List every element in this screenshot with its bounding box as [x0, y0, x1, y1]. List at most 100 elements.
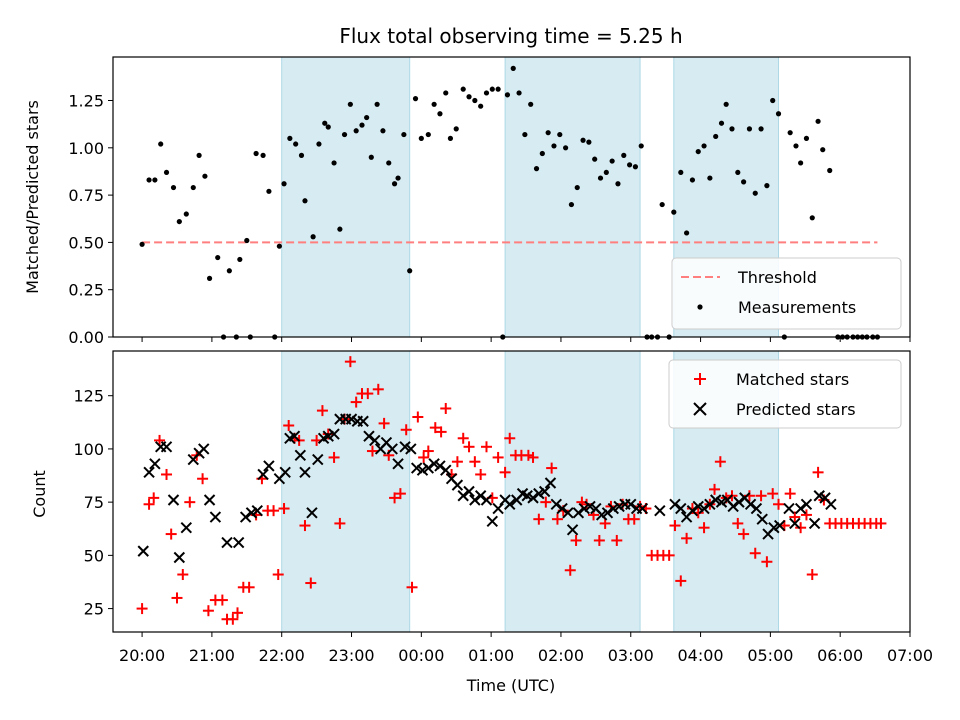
- measurement-point: [659, 201, 665, 208]
- top-panel: 0.00 0.25 0.50 0.75 1.00 1.25 Matched/Predict…: [23, 56, 911, 347]
- measurement-point: [597, 175, 604, 181]
- predicted-star-point: [173, 551, 186, 564]
- matched-star-point: [675, 575, 687, 587]
- matched-star-point: [492, 451, 504, 463]
- measurement-point: [746, 126, 753, 132]
- predicted-star-point: [422, 462, 435, 474]
- measurement-point: [401, 131, 407, 138]
- predicted-star-point: [463, 485, 475, 498]
- shaded-interval-1: [281, 56, 411, 338]
- predicted-star-point: [209, 511, 222, 523]
- matched-star-point: [551, 513, 563, 525]
- measurement-point: [226, 268, 232, 274]
- threshold-legend-label: Threshold: [737, 268, 817, 287]
- predicted-star-point: [405, 443, 417, 455]
- measurement-point: [729, 126, 735, 132]
- matched-star-point: [611, 534, 623, 546]
- measurement-point: [395, 175, 401, 181]
- measurement-point: [316, 141, 322, 147]
- x-tick-label: 07:00: [887, 646, 933, 665]
- matched-star-point: [394, 488, 406, 500]
- measurement-point: [689, 177, 696, 183]
- x-tick-label: 02:00: [538, 646, 584, 665]
- measurement-point: [671, 209, 677, 215]
- matched-star-point: [540, 496, 552, 508]
- measurement-point: [374, 101, 380, 107]
- predicted-star-point: [486, 515, 499, 528]
- predicted-star-point: [143, 466, 155, 479]
- measurement-point: [707, 175, 713, 181]
- matched-star-point: [755, 490, 767, 502]
- predicted-star-point: [625, 498, 637, 510]
- measurement-point: [431, 101, 437, 107]
- measurement-point: [793, 143, 799, 149]
- x-tick-label: 20:00: [119, 646, 165, 665]
- predicted-star-point: [808, 517, 821, 530]
- measurement-point: [695, 148, 701, 155]
- matched-star-point: [366, 445, 378, 457]
- predicted-star-point: [392, 458, 404, 470]
- matched-star-point: [732, 517, 744, 529]
- measurement-point: [341, 131, 348, 138]
- measurement-point: [353, 128, 359, 134]
- matched-star-point: [143, 498, 155, 510]
- matched-stars-series: [136, 356, 887, 625]
- matched-star-point: [400, 424, 412, 436]
- predicted-star-point: [299, 466, 311, 479]
- bottom-axes-frame: [112, 350, 911, 633]
- measurement-point: [764, 183, 770, 189]
- predicted-star-point: [312, 453, 324, 466]
- predicted-star-point: [457, 490, 469, 502]
- predicted-star-point: [251, 504, 263, 517]
- measurement-point: [827, 167, 833, 174]
- predicted-star-point: [572, 507, 585, 519]
- predicted-star-point: [257, 468, 269, 481]
- top-legend: Threshold Measurements: [671, 257, 902, 330]
- predicted-star-point: [636, 502, 649, 515]
- measurement-point: [472, 97, 478, 104]
- x-tick-label: 06:00: [817, 646, 863, 665]
- top-y-tick-label: 1.25: [68, 92, 104, 111]
- matched-star-point: [154, 434, 166, 446]
- measurement-point: [170, 184, 177, 191]
- measurement-point: [809, 215, 815, 221]
- predicted-star-point: [221, 536, 233, 549]
- predicted-star-point: [750, 502, 763, 515]
- measurement-point: [163, 169, 170, 176]
- shaded-interval-2: [504, 350, 641, 633]
- top-axes-frame: [112, 56, 911, 338]
- top-y-tick-label: 0.50: [68, 233, 104, 252]
- top-y-tick-label: 0.00: [68, 328, 104, 347]
- measurement-point: [592, 156, 598, 162]
- measurement-point: [310, 234, 316, 240]
- measurement-point: [580, 137, 586, 143]
- measurement-point: [276, 243, 282, 249]
- matched-star-point: [527, 451, 539, 463]
- predicted-star-point: [825, 498, 837, 510]
- matched-star-point: [227, 613, 239, 625]
- measurement-point: [425, 131, 431, 138]
- predicted-star-point: [160, 441, 173, 453]
- measurement-point: [298, 152, 305, 158]
- predicted-star-point: [727, 500, 739, 513]
- measurement-point: [718, 120, 725, 126]
- predicted-star-point: [167, 494, 180, 506]
- measurement-point: [146, 177, 152, 183]
- predicted-star-point: [654, 504, 666, 517]
- predicted-star-point: [756, 513, 768, 525]
- matched-star-point: [184, 496, 196, 508]
- predicted-star-point: [474, 490, 487, 502]
- measurement-point: [460, 86, 466, 92]
- measurement-point: [253, 150, 259, 157]
- matched-star-point: [738, 528, 750, 540]
- measurement-point: [820, 147, 826, 153]
- measurement-point: [787, 130, 793, 136]
- measurement-point: [533, 166, 540, 172]
- x-tick-label: 01:00: [468, 646, 514, 665]
- measurement-point: [293, 141, 299, 147]
- measurement-point: [337, 226, 343, 232]
- matched-star-point: [628, 513, 640, 525]
- top-y-tick-label: 0.25: [68, 281, 104, 300]
- bottom-y-ticks: 25 50 75 100 125: [73, 387, 113, 619]
- matched-star-point: [171, 592, 183, 604]
